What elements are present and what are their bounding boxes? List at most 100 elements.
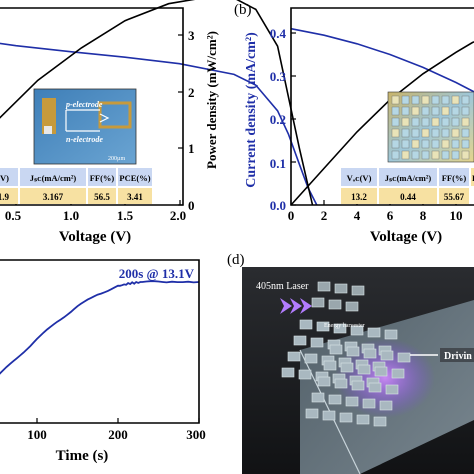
b-ytick-label: 0.4 (270, 26, 287, 41)
a-table-header: Jₛᴄ(mA/cm²) (30, 173, 77, 183)
panel-d-label: (d) (227, 252, 245, 268)
b-inset-cell (411, 128, 420, 138)
a-inset-label: p-electrode (65, 100, 103, 109)
b-inset-cell (451, 106, 460, 116)
b-inset-cell (441, 117, 450, 127)
c-annotation: 200s @ 13.1V (119, 266, 195, 281)
b-inset-cell (461, 150, 470, 160)
b-inset-cell (451, 128, 460, 138)
a-table-header: FF(%) (90, 173, 115, 183)
d-cell (363, 348, 377, 359)
c-xtick-label: 300 (186, 427, 206, 442)
c-x-axis-label: Time (s) (56, 448, 109, 464)
b-inset-cell (391, 106, 400, 116)
b-inset-cell (431, 117, 440, 127)
b-inset-cell (461, 139, 470, 149)
energy-harvester-label: Energy harvester (324, 323, 365, 329)
b-inset-cell (441, 128, 450, 138)
driving-label: Drivin (444, 351, 472, 362)
d-cell (397, 352, 411, 363)
a-y-axis-label-right: Power density (mW/cm²) (204, 31, 219, 169)
a-ytick-label-right: 1 (188, 141, 195, 156)
b-inset-cell (431, 95, 440, 105)
d-cell (391, 368, 405, 379)
d-cell (333, 323, 347, 334)
b-xtick-label: 0 (288, 208, 295, 223)
b-inset-cell (421, 128, 430, 138)
b-inset-cell (431, 128, 440, 138)
a-xtick-label: 1.0 (63, 208, 79, 223)
a-axes-frame (0, 7, 184, 206)
c-voltage-series (0, 280, 200, 375)
d-cell (317, 376, 331, 387)
b-xtick-label: 4 (354, 208, 361, 223)
a-inset-label: 200µm (108, 156, 125, 162)
a-table-value: 56.5 (94, 192, 110, 202)
c-voltage-line (0, 280, 200, 375)
d-cell (384, 329, 398, 340)
d-cell (346, 346, 360, 357)
d-cell (356, 414, 370, 425)
b-inset-cell (441, 150, 450, 160)
a-current-series (0, 42, 318, 206)
b-ytick-label: 0.1 (270, 156, 286, 171)
d-cell (374, 366, 388, 377)
d-cell (328, 299, 342, 310)
d-cell (380, 350, 394, 361)
b-inset-cell (411, 117, 420, 127)
d-cell (357, 364, 371, 375)
laser-label: 405nm Laser (256, 281, 309, 292)
d-cell (322, 410, 336, 421)
b-y-axis-label: Current density (mA/cm²) (244, 32, 259, 188)
c-xtick-label: 100 (27, 427, 47, 442)
d-cell (339, 412, 353, 423)
b-table-header: Vₒᴄ(V) (347, 173, 372, 183)
d-cell (299, 319, 313, 330)
b-table-header: Jₛᴄ(mA/cm²) (385, 173, 432, 183)
d-cell (350, 325, 364, 336)
b-ytick-label: 0.3 (270, 69, 287, 84)
laser-arrows (280, 298, 312, 314)
d-cell (281, 367, 295, 378)
d-cell (304, 353, 318, 364)
b-xtick-label: 8 (420, 208, 427, 223)
a-power-series (0, 0, 314, 206)
panel-b: (b) Current density (mA/cm²) 0.0 0.1 0.2… (234, 2, 474, 245)
b-inset-cell (411, 139, 420, 149)
a-power-line (0, 0, 314, 206)
a-table-value: 3.167 (43, 192, 64, 202)
b-inset-cell (451, 150, 460, 160)
panel-c: 200s @ 13.1V 100 200 300 Time (s) (0, 259, 206, 464)
b-table-value: 13.2 (351, 192, 367, 202)
d-cell (323, 360, 337, 371)
b-inset-cell (451, 95, 460, 105)
c-xtick-label: 200 (108, 427, 128, 442)
a-table-header: PCE(%) (119, 173, 150, 183)
b-inset-cell (421, 106, 430, 116)
b-inset-cell (411, 106, 420, 116)
b-ytick-label: 0.0 (270, 198, 286, 213)
b-table-value: 0.44 (400, 192, 416, 202)
b-inset-cell (421, 95, 430, 105)
b-table-value: 55.67 (444, 192, 465, 202)
b-inset-cell (391, 117, 400, 127)
d-cell (329, 344, 343, 355)
b-inset-cell (421, 150, 430, 160)
d-cell (298, 369, 312, 380)
d-cell (379, 400, 393, 411)
b-inset-cell (461, 128, 470, 138)
b-inset-cell (441, 139, 450, 149)
b-xtick-label: 6 (387, 208, 394, 223)
b-inset-cell (411, 150, 420, 160)
b-param-table: Vₒᴄ(V) Jₛᴄ(mA/cm²) FF(%) P 13.2 0.44 55.… (341, 168, 474, 204)
b-table-header: P (472, 173, 474, 183)
b-inset-cell (401, 117, 410, 127)
d-cell (368, 382, 382, 393)
d-cell (340, 362, 354, 373)
a-inset-photo: p-electrode n-electrode 200µm (33, 88, 137, 165)
d-cell (334, 283, 348, 294)
d-cell (316, 321, 330, 332)
b-inset-cell (451, 139, 460, 149)
b-inset-cell-grid (391, 95, 470, 160)
